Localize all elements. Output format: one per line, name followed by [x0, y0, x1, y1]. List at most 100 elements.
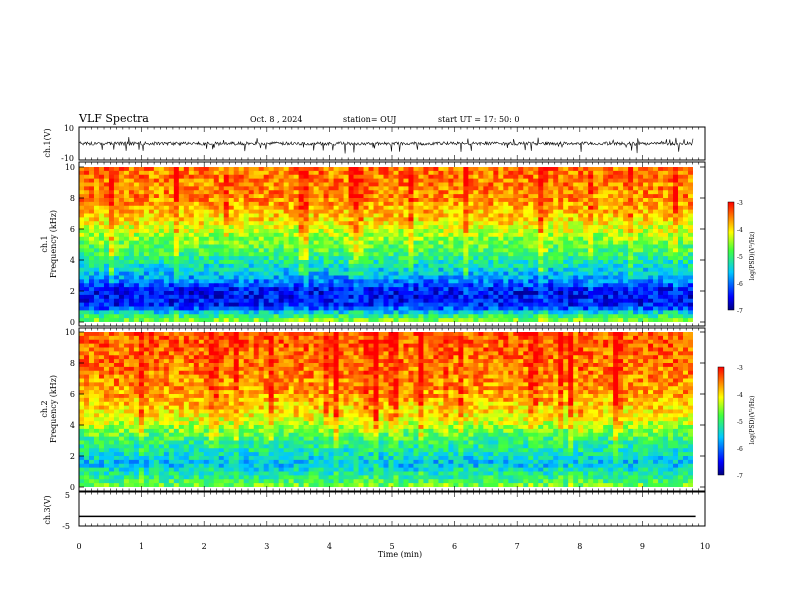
spectrogram-cell [288, 291, 295, 296]
spectrogram-cell [243, 310, 250, 315]
spectrogram-cell [458, 201, 464, 207]
spectrogram-cell [93, 279, 100, 284]
spectrogram-cell [403, 174, 409, 180]
spectrogram-cell [653, 178, 659, 183]
spectrogram-cell [253, 267, 260, 273]
spectrogram-cell [513, 279, 519, 284]
spectrogram-cell [518, 260, 524, 265]
spectrogram-cell [418, 221, 424, 226]
spectrogram-cell [498, 209, 504, 214]
spectrogram-cell [568, 236, 574, 242]
spectrogram-cell [298, 291, 305, 296]
spectrogram-cell [563, 252, 569, 257]
spectrogram-cell [258, 194, 265, 199]
spectrogram-cell [503, 294, 509, 300]
spectrogram-cell [613, 205, 619, 211]
spectrogram-cell [313, 244, 320, 249]
spectrogram-cell [523, 314, 529, 319]
spectrogram-cell [79, 401, 85, 407]
spectrogram-cell [433, 229, 439, 234]
spectrogram-cell [568, 240, 574, 245]
spectrogram-cell [513, 244, 519, 249]
spectrogram-cell [368, 298, 374, 304]
spectrogram-cell [513, 256, 519, 261]
spectrogram-cell [538, 275, 544, 280]
spectrogram-cell [228, 263, 235, 269]
spectrogram-cell [478, 310, 484, 315]
spectrogram-cell [323, 267, 329, 273]
spectrogram-cell [123, 201, 130, 207]
spectrogram-cell [378, 275, 384, 280]
spectrogram-cell [388, 306, 394, 311]
spectrogram-cell [83, 201, 90, 207]
spectrogram-cell [193, 178, 200, 183]
spectrogram-cell [553, 201, 559, 207]
spectrogram-cell [293, 314, 300, 319]
spectrogram-cell [79, 335, 85, 341]
spectrogram-cell [308, 271, 315, 276]
spectrogram-cell [188, 279, 195, 284]
spectrogram-cell [218, 190, 225, 195]
spectrogram-cell [553, 260, 559, 265]
spectrogram-cell [198, 174, 205, 180]
spectrogram-cell [673, 298, 679, 304]
spectrogram-cell [313, 275, 320, 280]
spectrogram-cell [678, 190, 684, 195]
spectrogram-cell [613, 190, 619, 195]
spectrogram-cell [493, 198, 499, 203]
spectrogram-cell [323, 279, 329, 284]
spectrogram-cell [98, 194, 105, 199]
spectrogram-cell [648, 240, 654, 245]
spectrogram-cell [113, 232, 120, 238]
spectrogram-cell [578, 291, 584, 296]
spectrogram-cell [598, 248, 604, 253]
spectrogram-cell [513, 194, 519, 199]
spectrogram-cell [303, 256, 310, 261]
spectrogram-cell [213, 275, 220, 280]
spectrogram-cell [183, 310, 190, 315]
spectrogram-cell [413, 209, 419, 214]
spectrogram-cell [268, 271, 275, 276]
spectrogram-cell [243, 232, 250, 238]
spectrogram-cell [683, 167, 689, 172]
spectrogram-cell [263, 213, 270, 218]
spectrogram-cell [273, 232, 280, 238]
spectrogram-cell [423, 256, 429, 261]
spectrogram-cell [218, 248, 225, 253]
spectrogram-cell [113, 287, 120, 292]
spectrogram-cell [288, 283, 295, 288]
spectrogram-cell [493, 229, 499, 234]
spectrogram-cell [508, 314, 514, 319]
spectrogram-cell [108, 182, 115, 187]
spectrogram-cell [98, 314, 105, 319]
spectrogram-cell [148, 229, 155, 234]
spectrogram-cell [608, 260, 614, 265]
spectrogram-cell [248, 271, 255, 276]
ch1-spectrogram-image [79, 167, 693, 322]
spectrogram-cell [148, 217, 155, 222]
spectrogram-cell [523, 225, 529, 230]
spectrogram-cell [283, 267, 290, 273]
spectrogram-cell [83, 271, 90, 276]
spectrogram-cell [113, 310, 120, 315]
spectrogram-cell [643, 213, 649, 218]
spectrogram-cell [258, 182, 265, 187]
spectrogram-cell [543, 236, 549, 242]
spectrogram-cell [483, 190, 489, 195]
spectrogram-cell [483, 213, 489, 218]
spectrogram-cell [138, 263, 145, 269]
spectrogram-cell [428, 318, 434, 322]
spectrogram-cell [313, 256, 320, 261]
spectrogram-cell [588, 232, 594, 238]
spectrogram-cell [273, 229, 280, 234]
spectrogram-cell [333, 190, 339, 195]
spectrogram-cell [178, 217, 185, 222]
spectrogram-cell [308, 232, 315, 238]
spectrogram-cell [568, 205, 574, 211]
spectrogram-cell [323, 170, 329, 176]
spectrogram-cell [388, 167, 394, 172]
spectrogram-cell [88, 275, 95, 280]
spectrogram-cell [673, 209, 679, 214]
spectrogram-cell [573, 194, 579, 199]
